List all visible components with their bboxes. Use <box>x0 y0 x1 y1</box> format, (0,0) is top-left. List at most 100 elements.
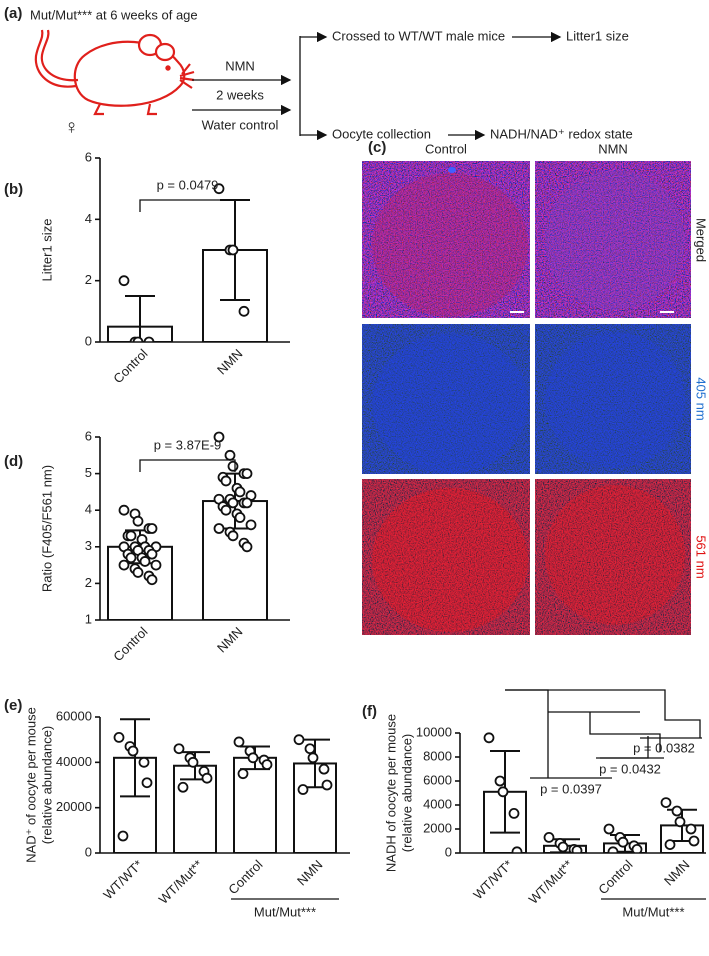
data-point <box>138 756 150 768</box>
plot <box>113 718 337 853</box>
x-tick-label: WT/Mut** <box>156 857 206 907</box>
significance-bracket <box>139 459 236 472</box>
image-row-label: Merged <box>694 218 709 262</box>
data-point <box>508 808 520 819</box>
data-point <box>177 781 189 793</box>
data-point <box>494 775 506 787</box>
data-point <box>146 523 158 534</box>
plot <box>483 732 704 853</box>
data-point <box>227 244 239 256</box>
data-point <box>132 336 144 342</box>
plot <box>107 431 268 620</box>
data-point <box>304 743 316 755</box>
data-point <box>603 823 615 835</box>
data-point <box>118 559 130 571</box>
data-point <box>660 797 672 808</box>
data-point <box>688 835 700 847</box>
diagram-header: Mut/Mut*** at 6 weeks of age <box>30 7 198 22</box>
x-tick-label: Control <box>595 857 635 897</box>
y-tick-label: 20000 <box>56 799 92 814</box>
data-point <box>132 515 144 527</box>
data-point <box>321 779 333 791</box>
y-tick-label: 4000 <box>423 796 452 811</box>
data-point <box>293 734 305 746</box>
data-point <box>237 768 249 780</box>
y-tick-label: 8000 <box>423 748 452 763</box>
significance-bracket <box>505 689 701 738</box>
data-point <box>241 497 253 509</box>
data-point <box>227 460 239 472</box>
y-tick-label: 5 <box>85 465 92 480</box>
y-tick-label: 0 <box>445 844 452 859</box>
data-point <box>674 816 686 828</box>
mouse-drawing <box>34 29 195 116</box>
x-tick-label: Control <box>110 624 150 664</box>
y-tick-label: 6 <box>85 428 92 443</box>
treatment: NMN <box>225 58 255 73</box>
panel-label: (a) <box>4 5 22 22</box>
p-value: p = 0.0432 <box>599 761 661 776</box>
y-tick-label: 40000 <box>56 754 92 769</box>
outcome: NADH/NAD⁺ redox state <box>490 126 633 141</box>
significance-bracket <box>548 711 661 752</box>
data-point <box>139 556 151 567</box>
data-point <box>631 844 643 853</box>
data-point <box>220 475 232 487</box>
y-tick-label: 2 <box>85 575 92 590</box>
y-tick-label: 4 <box>85 211 92 226</box>
image-row-label: 405 nm <box>694 377 709 420</box>
treatment: 2 weeks <box>216 87 264 102</box>
data-point <box>234 486 246 498</box>
image-row-label: 561 nm <box>694 535 709 578</box>
x-tick-label: NMN <box>661 857 693 889</box>
panel-label: (d) <box>4 453 23 470</box>
data-point <box>146 574 158 586</box>
outcome: Oocyte collection <box>332 126 431 141</box>
y-tick-label: 6000 <box>423 772 452 787</box>
data-point <box>125 530 137 542</box>
panel-label: (b) <box>4 181 23 198</box>
x-tick-label: WT/WT* <box>470 857 515 902</box>
data-point <box>117 830 129 842</box>
data-point <box>307 752 319 764</box>
data-point <box>132 567 144 578</box>
data-point <box>213 523 225 534</box>
outcome: Litter1 size <box>566 28 629 43</box>
p-value: p = 0.0382 <box>633 740 695 755</box>
data-point <box>143 336 155 342</box>
data-point <box>297 784 309 795</box>
data-point <box>238 305 250 317</box>
x-tick-label: Control <box>110 346 150 386</box>
data-point <box>220 504 232 516</box>
p-value: p = 0.0479 <box>157 177 219 192</box>
data-point <box>664 839 676 850</box>
data-point <box>247 752 259 764</box>
image-column-label: Control <box>425 141 467 156</box>
data-point <box>245 519 257 531</box>
data-point <box>617 836 629 848</box>
data-point <box>213 431 225 443</box>
data-point <box>127 745 139 757</box>
significance-bracket <box>505 689 549 778</box>
data-point <box>213 183 225 195</box>
data-point <box>227 530 239 542</box>
panel-label: (f) <box>362 703 377 720</box>
x-tick-label: WT/WT* <box>100 857 145 902</box>
image-column-label: NMN <box>598 141 628 156</box>
data-point <box>511 846 523 853</box>
data-point <box>241 541 253 553</box>
data-point <box>685 823 697 835</box>
y-axis-label: NAD⁺ of oocyte per mouse <box>23 707 38 863</box>
x-tick-label: Control <box>225 857 265 897</box>
data-point <box>233 736 245 748</box>
y-tick-label: 2 <box>85 272 92 287</box>
data-point <box>241 468 253 480</box>
y-tick-label: 10000 <box>416 724 452 739</box>
data-point <box>125 552 137 564</box>
data-point <box>671 805 683 817</box>
group-label: Mut/Mut*** <box>254 904 316 919</box>
p-value: p = 3.87E-9 <box>154 437 222 452</box>
data-point <box>571 845 583 853</box>
x-tick-label: NMN <box>214 346 246 378</box>
